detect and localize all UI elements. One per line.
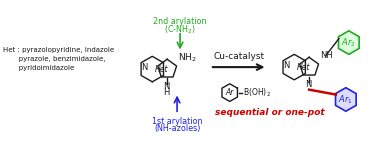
Text: Ar: Ar [226, 88, 234, 97]
Text: Ar$_1$: Ar$_1$ [338, 93, 353, 106]
Text: N: N [305, 80, 311, 89]
Text: (C-NH$_2$): (C-NH$_2$) [164, 24, 196, 36]
Text: (NH-azoles): (NH-azoles) [154, 124, 200, 133]
Text: 2nd arylation: 2nd arylation [153, 17, 207, 26]
Text: H: H [163, 88, 169, 97]
Text: Ar$_2$: Ar$_2$ [341, 36, 356, 49]
Text: Het: Het [155, 65, 168, 74]
Text: N: N [141, 63, 147, 72]
Text: Het: Het [296, 63, 310, 72]
Text: Het : pyrazolopyridine, indazole: Het : pyrazolopyridine, indazole [3, 47, 115, 53]
Text: pyridoimidazole: pyridoimidazole [3, 65, 74, 71]
Text: Cu-catalyst: Cu-catalyst [213, 52, 264, 61]
Text: N: N [283, 61, 290, 70]
Text: NH: NH [320, 51, 333, 60]
Text: N: N [163, 82, 169, 91]
Text: B(OH)$_2$: B(OH)$_2$ [243, 86, 271, 99]
Text: pyrazole, benzimidazole,: pyrazole, benzimidazole, [3, 56, 106, 62]
Text: 1st arylation: 1st arylation [152, 117, 202, 126]
Text: sequential or one-pot: sequential or one-pot [215, 108, 324, 117]
Polygon shape [339, 31, 359, 54]
Text: NH$_2$: NH$_2$ [178, 51, 197, 64]
Polygon shape [336, 88, 356, 111]
